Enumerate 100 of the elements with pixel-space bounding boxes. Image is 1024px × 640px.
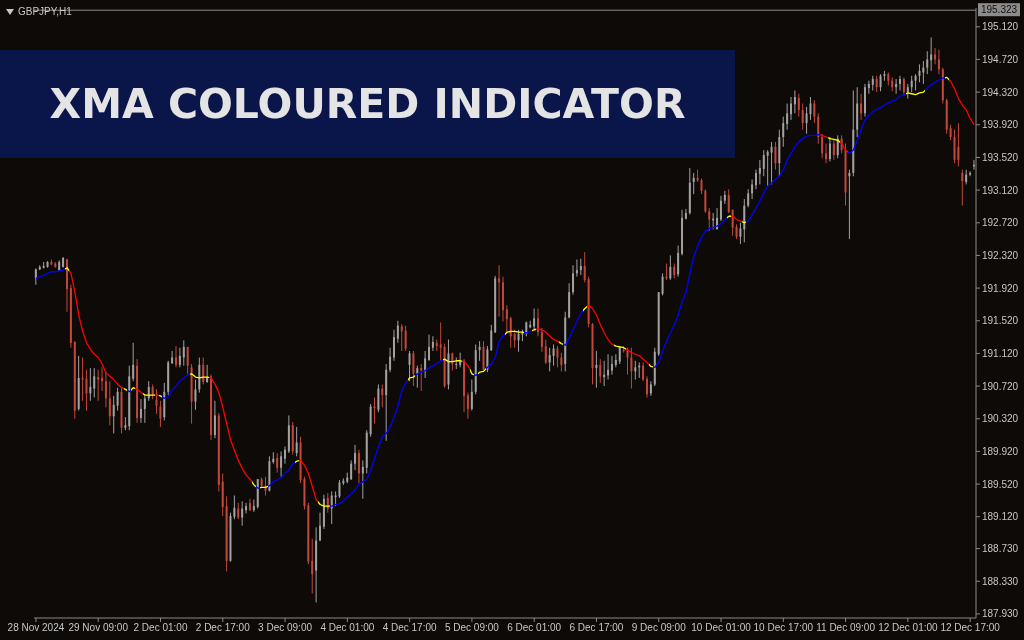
x-tick-label: 9 Dec 09:00 (631, 622, 687, 634)
candlestick (350, 459, 353, 481)
y-tick-label: 188.330 (982, 575, 1019, 587)
candlestick (937, 49, 940, 75)
candlestick (66, 258, 68, 313)
candlestick (661, 272, 664, 296)
y-tick-label: 190.320 (982, 413, 1019, 425)
x-tick-label: 3 Dec 09:00 (258, 622, 313, 634)
candlestick (809, 96, 812, 121)
candlestick (793, 89, 796, 114)
candlestick (782, 116, 785, 148)
candlestick (377, 383, 380, 413)
candlestick (381, 383, 384, 408)
candlestick (89, 367, 92, 402)
candlestick (34, 268, 37, 286)
candlestick (544, 339, 547, 365)
candlestick (953, 129, 956, 164)
candlestick (354, 444, 357, 471)
candlestick (599, 358, 602, 384)
candlestick (704, 188, 707, 214)
candlestick (762, 149, 765, 177)
candlestick (213, 400, 216, 439)
candlestick (817, 112, 820, 145)
candlestick (194, 379, 197, 411)
candlestick (174, 345, 177, 368)
x-tick-label: 6 Dec 17:00 (569, 622, 624, 634)
candlestick (400, 323, 403, 352)
candlestick (899, 75, 902, 91)
candlestick (104, 370, 107, 408)
candlestick (361, 459, 364, 500)
candlestick (319, 512, 322, 542)
candlestick (466, 392, 469, 420)
candlestick (116, 387, 119, 412)
candlestick (751, 178, 754, 200)
candlestick (112, 395, 115, 434)
candlestick (408, 350, 411, 382)
y-tick-label: 192.320 (982, 249, 1019, 261)
candlestick (766, 149, 769, 187)
y-tick-label: 190.720 (982, 380, 1019, 392)
candlestick (132, 342, 135, 382)
candlestick (233, 495, 236, 520)
candlestick (85, 369, 88, 412)
candlestick (412, 350, 415, 387)
candlestick (727, 188, 730, 214)
candlestick (930, 36, 933, 72)
candlestick (517, 329, 520, 353)
y-tick-label: 192.720 (982, 217, 1019, 229)
candlestick (171, 350, 174, 365)
candlestick (202, 357, 205, 385)
candlestick (178, 347, 181, 368)
candlestick (731, 209, 734, 237)
candlestick (540, 327, 543, 353)
candlestick (295, 426, 298, 457)
candlestick (790, 96, 793, 121)
candlestick (583, 251, 586, 283)
candlestick (416, 365, 419, 389)
candlestick (860, 93, 863, 121)
candlestick (669, 254, 672, 281)
x-tick-label: 2 Dec 17:00 (195, 622, 251, 634)
candlestick (509, 316, 512, 349)
candlestick (645, 375, 648, 399)
candlestick (81, 357, 84, 402)
candlestick (389, 347, 392, 373)
candlestick (245, 502, 248, 514)
chart-subtitle: GBPJPY,H1 (18, 6, 72, 17)
candlestick (692, 172, 695, 195)
candlestick (681, 209, 684, 256)
candlestick (754, 169, 757, 190)
candlestick (392, 329, 395, 362)
y-tick-label: 188.730 (982, 543, 1019, 555)
candlestick (813, 99, 816, 124)
x-tick-label: 12 Dec 01:00 (878, 622, 939, 634)
y-tick-label: 191.920 (982, 282, 1019, 294)
candlestick (548, 347, 551, 372)
candlestick (552, 343, 555, 367)
y-tick-label: 193.520 (982, 151, 1019, 163)
candlestick (505, 304, 508, 334)
candlestick (357, 449, 360, 484)
candlestick (396, 320, 399, 344)
candlestick (634, 360, 637, 381)
y-tick-label: 191.120 (982, 347, 1019, 359)
candlestick (832, 139, 835, 161)
candlestick (821, 133, 824, 159)
text: XMA COLOURED INDICATOR (49, 80, 686, 128)
candlestick (108, 380, 111, 426)
candlestick (280, 450, 283, 478)
candlestick (498, 264, 501, 318)
y-tick-label: 191.520 (982, 315, 1019, 327)
candlestick (719, 195, 722, 222)
candlestick (797, 93, 800, 118)
y-tick-label: 187.930 (982, 608, 1019, 620)
candlestick (957, 122, 960, 167)
line-series (35, 76, 975, 507)
candlestick (969, 170, 972, 177)
candlestick (961, 169, 964, 207)
candlestick (774, 141, 777, 171)
candlestick (926, 50, 929, 75)
candlestick (241, 500, 244, 527)
x-tick-label: 4 Dec 17:00 (382, 622, 438, 634)
x-tick-label: 4 Dec 01:00 (320, 622, 375, 634)
